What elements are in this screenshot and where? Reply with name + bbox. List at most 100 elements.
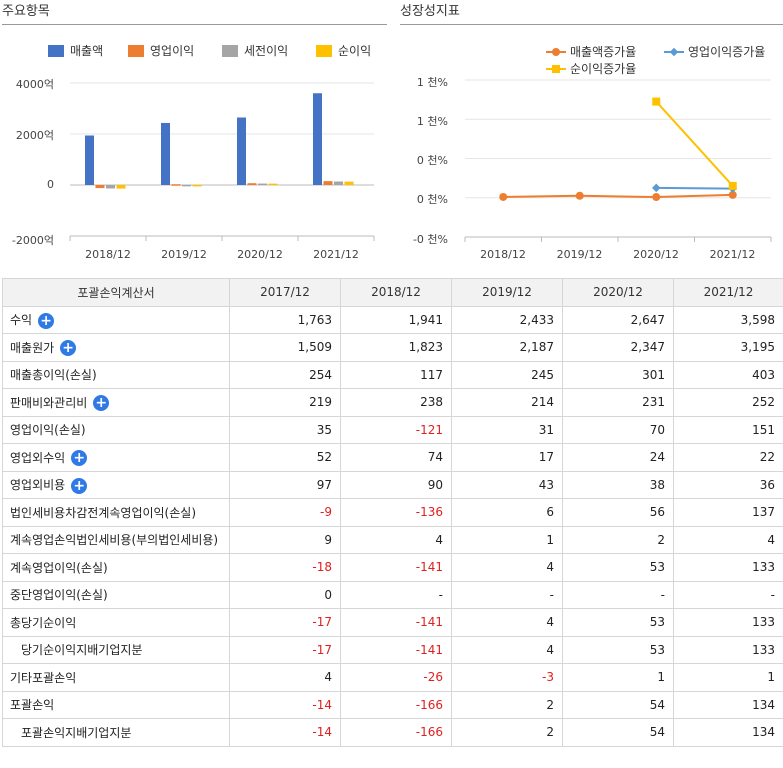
legend-swatch-op-income — [128, 44, 144, 57]
bar-ytick: -2000억 — [11, 234, 54, 247]
value-cell: -17 — [229, 608, 341, 637]
legend-net[interactable]: 순이익 — [316, 42, 371, 59]
legend-label: 영업이익증가율 — [688, 45, 766, 59]
value-cell: 2 — [451, 690, 563, 719]
row-label: 판매비와관리비 — [10, 395, 88, 410]
value-cell: 6 — [451, 498, 563, 527]
value-cell: 97 — [229, 470, 341, 499]
row-label-cell: 중단영업이익(손실) — [2, 580, 230, 609]
value-cell: 74 — [340, 443, 452, 472]
value-cell: -18 — [229, 553, 341, 582]
value-cell: 53 — [562, 553, 674, 582]
bar-ytick: 0 — [47, 178, 54, 191]
row-label: 수익 — [10, 313, 33, 327]
legend-pretax[interactable]: 세전이익 — [222, 42, 288, 59]
table-row: 영업외비용 +97 90 43 38 36 — [2, 470, 783, 499]
line-point — [652, 97, 661, 106]
expand-plus-icon[interactable]: + — [38, 312, 55, 329]
legend-op-income-growth[interactable]: 영업이익증가율 — [664, 43, 765, 60]
value-cell: 22 — [673, 443, 783, 472]
value-cell: 70 — [562, 415, 674, 444]
table-row: 계속영업이익(손실) -18 -141 4 53 133 — [2, 553, 783, 582]
row-label-cell: 포괄손익지배기업지분 — [2, 718, 230, 747]
row-label-cell: 매출총이익(손실) — [2, 360, 230, 389]
table-header: 2019/12 — [451, 278, 563, 307]
value-cell: 1,823 — [340, 333, 452, 362]
table-row: 중단영업이익(손실) 0- - - - — [2, 580, 783, 609]
value-cell: 245 — [451, 360, 563, 389]
bar-ytick: 2000억 — [15, 129, 54, 142]
expand-plus-icon[interactable]: + — [71, 450, 88, 466]
row-label: 총당기순이익 — [10, 615, 77, 630]
legend-net-growth[interactable]: 순이익증가율 — [546, 60, 636, 77]
row-label-cell: 계속영업이익(손실) — [2, 553, 230, 582]
row-label-cell: 영업이익(손실) — [2, 415, 230, 444]
bar-ytick: 4000억 — [15, 78, 54, 91]
value-cell: 231 — [562, 388, 674, 417]
value-cell: 4 — [451, 635, 563, 664]
expand-plus-icon[interactable]: + — [93, 395, 110, 411]
legend-revenue-growth[interactable]: 매출액증가율 — [546, 43, 636, 60]
value-cell: 4 — [673, 525, 783, 554]
bar — [268, 183, 278, 186]
value-cell: 134 — [673, 690, 783, 719]
value-cell: 133 — [673, 553, 783, 582]
table-row: 수익 +1,763 1,941 2,433 2,647 3,598 — [2, 305, 783, 334]
value-cell: -26 — [340, 663, 452, 692]
growth-title: 성장성지표 — [400, 4, 460, 19]
table-header: 2020/12 — [562, 278, 674, 307]
value-cell: 1,763 — [229, 305, 341, 334]
growth-divider — [400, 24, 783, 25]
value-cell: 4 — [451, 553, 563, 582]
value-cell: -141 — [340, 553, 452, 582]
series-line — [656, 186, 733, 190]
row-label: 영업외비용 — [10, 478, 66, 492]
value-cell: 53 — [562, 635, 674, 664]
legend-marker-op-income-growth — [664, 47, 684, 56]
value-cell: 1 — [562, 663, 674, 692]
value-cell: -9 — [229, 498, 341, 527]
bar-xtick: 2021/12 — [313, 248, 359, 261]
value-cell: -14 — [229, 690, 341, 719]
value-cell: 24 — [562, 443, 674, 472]
value-cell: 2,187 — [451, 333, 563, 362]
value-cell: 53 — [562, 608, 674, 637]
value-cell: -3 — [451, 663, 563, 692]
table-row: 매출원가 +1,509 1,823 2,187 2,347 3,195 — [2, 333, 783, 362]
row-label: 매출원가 — [10, 340, 55, 355]
value-cell: 38 — [562, 470, 674, 499]
legend-label: 영업이익 — [150, 44, 195, 58]
value-cell: -136 — [340, 498, 452, 527]
bar — [116, 185, 126, 189]
value-cell: 36 — [673, 470, 783, 499]
value-cell: 3,598 — [673, 305, 783, 334]
row-label-cell: 판매비와관리비 + — [2, 388, 230, 417]
line-point — [499, 192, 508, 201]
value-cell: -17 — [229, 635, 341, 664]
value-cell: 238 — [340, 388, 452, 417]
legend-revenue[interactable]: 매출액 — [48, 42, 103, 59]
bar — [334, 181, 343, 185]
expand-plus-icon[interactable]: + — [60, 340, 77, 356]
line-point — [728, 190, 737, 199]
row-label-cell: 법인세비용차감전계속영업이익(손실) — [2, 498, 230, 527]
legend-op-income[interactable]: 영업이익 — [128, 42, 194, 59]
value-cell: -166 — [340, 718, 452, 747]
table-header: 2017/12 — [229, 278, 341, 307]
value-cell: 214 — [451, 388, 563, 417]
line-xtick: 2018/12 — [480, 248, 526, 261]
expand-plus-icon[interactable]: + — [71, 477, 88, 494]
line-ytick: -0 천% — [412, 233, 448, 246]
value-cell: 252 — [673, 388, 783, 417]
legend-label: 매출액 — [70, 44, 104, 58]
bar — [161, 122, 170, 185]
row-label: 영업외수익 — [10, 450, 66, 465]
value-cell: 35 — [229, 415, 341, 444]
bar — [237, 117, 246, 185]
line-point — [728, 181, 737, 190]
row-label-cell: 영업외비용 + — [2, 470, 230, 499]
legend-swatch-pretax — [222, 44, 238, 57]
table-row: 영업외수익 +52 74 17 24 22 — [2, 443, 783, 472]
income-statement-table: 포괄손익계산서 2017/12 2018/12 2019/12 2020/12 … — [2, 278, 783, 747]
bar — [85, 135, 94, 185]
